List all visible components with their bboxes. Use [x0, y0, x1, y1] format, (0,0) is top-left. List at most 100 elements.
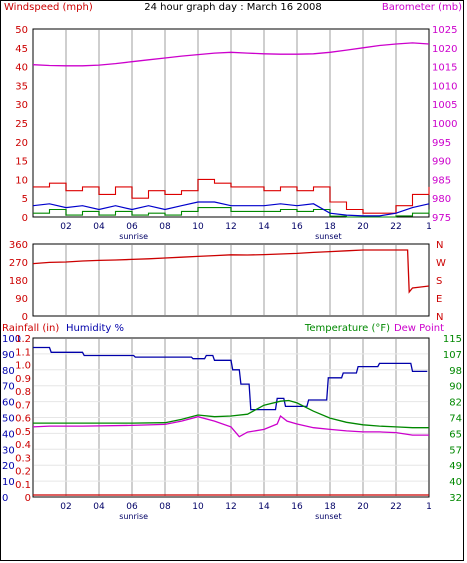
temperature-tick-label: 107: [443, 350, 462, 361]
wind-x-tick-label: 06: [126, 222, 138, 232]
wind-x-tick-label: 12: [225, 222, 236, 232]
chart-layer: 5045403530252015105010251020101510101005…: [2, 25, 462, 521]
climate-x-tick-label: 18: [324, 502, 336, 512]
barometer-tick-label: 975: [432, 213, 451, 224]
wind-x-tick-label: 08: [159, 222, 171, 232]
windspeed-tick-label: 30: [15, 100, 28, 111]
rainfall-tick-label: 0.1: [15, 480, 31, 491]
windspeed-tick-label: 35: [15, 81, 28, 92]
wind-gust-line: [33, 178, 430, 214]
humidity-tick-label: 50: [2, 414, 15, 425]
windspeed-tick-label: 50: [15, 25, 28, 36]
wind-lull-line: [33, 207, 430, 218]
climate-x-tick-label: 12: [225, 502, 236, 512]
rainfall-tick-label: 0.9: [15, 374, 31, 385]
wind-sunrise-label: sunrise: [119, 232, 148, 241]
wind-x-tick-label: 16: [291, 222, 303, 232]
direction-tick-label: 90: [15, 294, 28, 305]
wind-x-tick-label: 20: [357, 222, 369, 232]
barometer-tick-label: 1000: [432, 119, 457, 130]
barometer-tick-label: 1025: [432, 25, 457, 36]
wind-x-tick-label: 22: [390, 222, 401, 232]
climate-sunset-label: sunset: [315, 512, 342, 521]
windspeed-tick-label: 40: [15, 63, 28, 74]
wind-sunset-label: sunset: [315, 232, 342, 241]
humidity-tick-label: 20: [2, 461, 15, 472]
rainfall-tick-label: 0.2: [15, 467, 31, 478]
direction-tick-label: 0: [22, 312, 28, 323]
climate-x-tick-label: 08: [159, 502, 171, 512]
temperature-tick-label: 82: [449, 398, 462, 409]
humidity-tick-label: 10: [2, 477, 15, 488]
humidity-tick-label: 0: [2, 493, 8, 504]
temperature-tick-label: 40: [449, 477, 462, 488]
climate-x-tick-label: 14: [258, 502, 270, 512]
rainfall-tick-label: 0.5: [15, 427, 31, 438]
wind-x-tick-label: 18: [324, 222, 336, 232]
compass-tick-label: N: [436, 312, 443, 323]
temperature-line: [33, 399, 429, 429]
humidity-tick-label: 40: [2, 429, 15, 440]
humidity-tick-label: 90: [2, 350, 15, 361]
rainfall-axis-label: Rainfall (in): [2, 323, 59, 334]
rainfall-tick-label: 1.0: [15, 361, 31, 372]
humidity-tick-label: 80: [2, 366, 15, 377]
barometer-tick-label: 995: [432, 138, 451, 149]
barometer-tick-label: 990: [432, 157, 451, 168]
humidity-axis-label: Humidity %: [66, 323, 124, 334]
climate-x-tick-label: 06: [126, 502, 138, 512]
direction-tick-label: 360: [9, 240, 28, 251]
windspeed-tick-label: 5: [22, 194, 28, 205]
barometer-tick-label: 985: [432, 175, 451, 186]
humidity-tick-label: 60: [2, 398, 15, 409]
rainfall-tick-label: 0.3: [15, 453, 31, 464]
barometer-tick-label: 1020: [432, 44, 457, 55]
rainfall-tick-label: 1.1: [15, 347, 31, 358]
wind-direction-line: [32, 249, 430, 294]
rainfall-tick-label: 0.4: [15, 440, 31, 451]
barometer-tick-label: 1015: [432, 63, 457, 74]
humidity-line: [33, 346, 428, 411]
temperature-axis-label: Temperature (°F): [304, 323, 390, 334]
wind-average-line: [32, 201, 430, 217]
climate-sunrise-label: sunrise: [119, 512, 148, 521]
windspeed-tick-label: 45: [15, 44, 28, 55]
windspeed-tick-label: 10: [15, 175, 28, 186]
climate-x-tick-label: 20: [357, 502, 369, 512]
barometer-line: [32, 42, 430, 67]
temperature-tick-label: 98: [449, 366, 462, 377]
dewpoint-line: [32, 414, 429, 438]
rainfall-tick-label: 0.8: [15, 387, 31, 398]
wind-x-tick-label: 1: [426, 222, 432, 232]
rainfall-tick-label: 0: [25, 493, 31, 504]
humidity-tick-label: 30: [2, 445, 15, 456]
windspeed-tick-label: 20: [15, 138, 28, 149]
compass-tick-label: E: [436, 294, 442, 305]
rainfall-tick-label: 1.2: [15, 334, 31, 345]
humidity-tick-label: 70: [2, 382, 15, 393]
compass-tick-label: N: [436, 240, 443, 251]
compass-tick-label: W: [436, 258, 446, 269]
direction-tick-label: 270: [9, 258, 28, 269]
temperature-tick-label: 90: [449, 382, 462, 393]
barometer-tick-label: 1010: [432, 81, 457, 92]
temperature-tick-label: 57: [449, 445, 462, 456]
barometer-tick-label: 1005: [432, 100, 457, 111]
wind-x-tick-label: 10: [192, 222, 204, 232]
windspeed-tick-label: 15: [15, 157, 28, 168]
chart-title: 24 hour graph day : March 16 2008: [144, 2, 322, 13]
windspeed-tick-label: 25: [15, 119, 28, 130]
dewpoint-axis-label: Dew Point: [394, 323, 444, 334]
climate-x-tick-label: 22: [390, 502, 401, 512]
barometer-axis-label: Barometer (mb): [382, 2, 462, 13]
direction-tick-label: 180: [9, 276, 28, 287]
climate-x-tick-label: 1: [426, 502, 432, 512]
temperature-tick-label: 32: [449, 493, 462, 504]
rainfall-tick-label: 0.6: [15, 414, 31, 425]
wind-x-tick-label: 04: [93, 222, 105, 232]
humidity-tick-label: 100: [2, 334, 21, 345]
temperature-tick-label: 74: [449, 414, 462, 425]
windspeed-axis-label: Windspeed (mph): [4, 2, 93, 13]
